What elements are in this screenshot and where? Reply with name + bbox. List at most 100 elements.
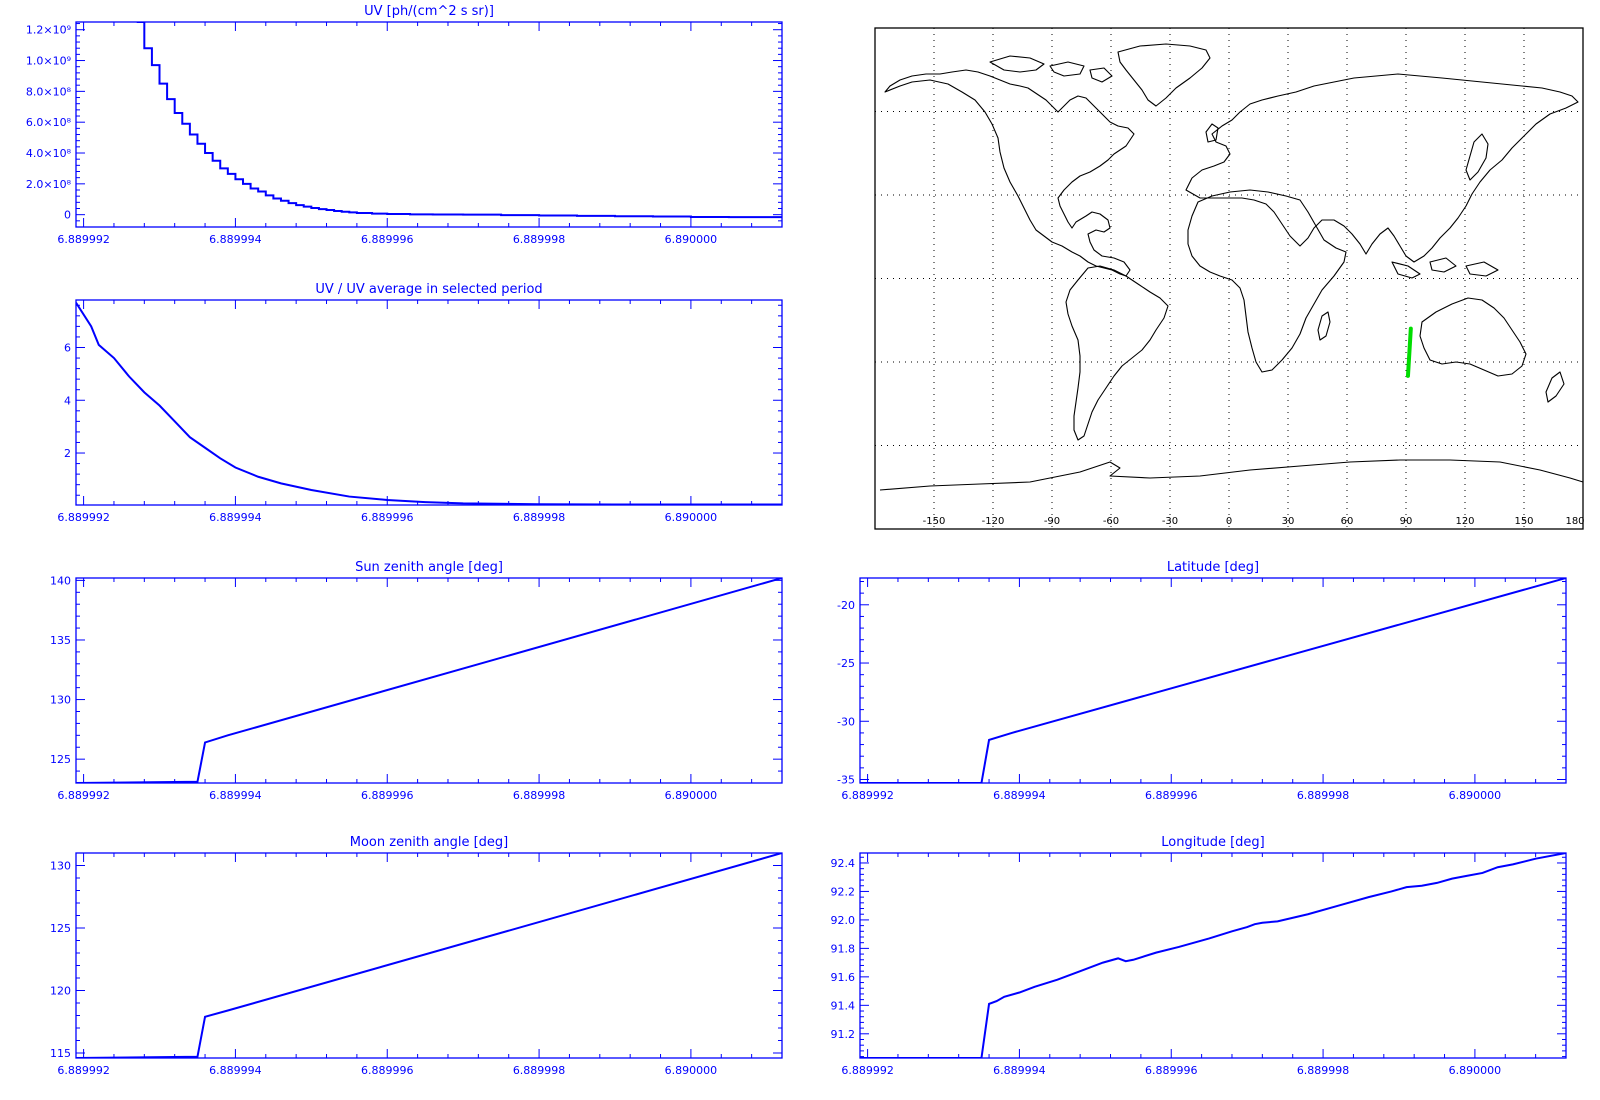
world-map-panel: -150 -120 -90 -60 -30 0 30 60 90 120 150 180 [874, 27, 1585, 530]
y-tick-label: 2.0×10⁸ [26, 178, 72, 191]
south-america-coastline [1065, 265, 1169, 441]
uv-panel: UV [ph/(cm^2 s sr)] 6.889992 6.889994 6.889… [26, 4, 783, 246]
series-line [136, 22, 782, 219]
antarctica-coastline [879, 459, 1584, 491]
y-tick-label: 91.8 [831, 942, 856, 955]
y-tick-label: 1.0×10⁹ [26, 55, 71, 68]
y-tick-label: 115 [50, 1047, 71, 1060]
x-tick-label: 6.889998 [1297, 1064, 1350, 1077]
x-tick-label: 6.889994 [209, 511, 262, 524]
chart-title: Sun zenith angle [deg] [355, 560, 503, 575]
map-longitude-label: -90 [1044, 516, 1060, 527]
y-tick-label: 4 [64, 394, 71, 407]
y-tick-label: 120 [50, 985, 71, 998]
x-tick-label: 6.889998 [513, 1064, 566, 1077]
x-tick-label: 6.889992 [57, 511, 110, 524]
map-longitude-label: -120 [982, 516, 1005, 527]
map-longitude-labels: -150 -120 -90 -60 -30 0 30 60 90 120 150 180 [923, 516, 1585, 527]
new-zealand-coastline [1545, 371, 1565, 403]
x-tick-label: 6.889998 [513, 789, 566, 802]
y-tick-label: -20 [837, 599, 855, 612]
north-america-coastline [884, 69, 1135, 277]
australia-coastline [1419, 297, 1527, 377]
indonesia-coastline [1391, 257, 1499, 279]
series-line [76, 853, 782, 1058]
x-tick-label: 6.889994 [209, 789, 262, 802]
x-tick-label: 6.889996 [1145, 789, 1198, 802]
y-tick-label: 130 [50, 694, 71, 707]
x-tick-label: 6.889994 [993, 789, 1046, 802]
y-tick-label: 125 [50, 753, 71, 766]
x-tick-label: 6.889992 [57, 1064, 110, 1077]
japan-coastline [1465, 133, 1489, 181]
british-isles-coastline [1205, 123, 1219, 143]
plot-frame [859, 852, 1567, 1059]
plot-frame [75, 577, 783, 784]
map-longitude-label: -60 [1103, 516, 1119, 527]
map-longitude-label: 90 [1400, 516, 1413, 527]
x-tick-label: 6.890000 [1449, 789, 1502, 802]
y-tick-label: 2 [64, 447, 71, 460]
y-tick-label: 8.0×10⁸ [26, 85, 72, 98]
y-tick-label: 92.4 [831, 857, 856, 870]
map-longitude-label: 0 [1226, 516, 1232, 527]
map-longitude-label: 60 [1341, 516, 1354, 527]
moon-zenith-panel: Moon zenith angle [deg] 6.889992 6.889994 6… [50, 835, 783, 1077]
y-tick-label: 92.0 [831, 914, 856, 927]
y-tick-label: 1.2×10⁹ [26, 24, 71, 37]
x-tick-label: 6.889998 [513, 233, 566, 246]
map-longitude-label: 120 [1455, 516, 1474, 527]
x-tick-label: 6.890000 [665, 789, 718, 802]
longitude-panel: Longitude [deg] 6.889992 6.889994 6.889996 6… [831, 835, 1567, 1077]
y-tick-label: -25 [837, 657, 855, 670]
plot-frame [75, 852, 783, 1059]
map-longitude-label: 180 [1565, 516, 1584, 527]
y-tick-label: 130 [50, 860, 71, 873]
series-line [860, 578, 1566, 783]
x-tick-label: 6.889996 [361, 1064, 414, 1077]
plot-frame [75, 21, 783, 228]
series-line [860, 853, 1566, 1058]
y-tick-label: 91.6 [831, 971, 856, 984]
y-tick-label: 91.2 [831, 1028, 856, 1041]
y-tick-label: 91.4 [831, 999, 856, 1012]
y-tick-label: 92.2 [831, 885, 856, 898]
x-tick-label: 6.889992 [57, 233, 110, 246]
chart-title: Longitude [deg] [1161, 835, 1264, 850]
y-tick-label: 0 [64, 209, 71, 222]
map-longitude-label: -30 [1162, 516, 1178, 527]
chart-title: Latitude [deg] [1167, 560, 1259, 575]
y-tick-label: 140 [50, 574, 71, 587]
x-tick-label: 6.890000 [665, 233, 718, 246]
y-tick-label: 6.0×10⁸ [26, 116, 72, 129]
x-tick-label: 6.889996 [361, 511, 414, 524]
greenland-coastline [1117, 43, 1211, 107]
x-tick-label: 6.890000 [665, 1064, 718, 1077]
chart-title: Moon zenith angle [deg] [350, 835, 508, 850]
series-line [76, 578, 782, 783]
map-longitude-label: 30 [1282, 516, 1295, 527]
latitude-panel: Latitude [deg] 6.889992 6.889994 6.889996 6.… [837, 560, 1567, 802]
y-tick-label: 6 [64, 341, 71, 354]
x-tick-label: 6.889992 [57, 789, 110, 802]
x-tick-label: 6.889992 [841, 789, 894, 802]
x-tick-label: 6.889996 [361, 233, 414, 246]
series-line [76, 302, 782, 505]
x-tick-label: 6.889994 [993, 1064, 1046, 1077]
x-tick-label: 6.889992 [841, 1064, 894, 1077]
madagascar-coastline [1317, 311, 1331, 341]
map-longitude-label: 150 [1514, 516, 1533, 527]
chart-title: UV [ph/(cm^2 s sr)] [364, 4, 494, 19]
world-coastlines [879, 43, 1584, 491]
x-tick-label: 6.889994 [209, 1064, 262, 1077]
y-tick-label: 4.0×10⁸ [26, 147, 72, 160]
x-tick-label: 6.889998 [513, 511, 566, 524]
x-tick-label: 6.889998 [1297, 789, 1350, 802]
x-tick-label: 6.889996 [361, 789, 414, 802]
y-tick-label: 125 [50, 922, 71, 935]
y-tick-label: -35 [837, 774, 855, 787]
y-tick-label: -30 [837, 715, 855, 728]
arctic-islands-coastline [989, 55, 1113, 83]
africa-coastline [1187, 189, 1347, 373]
